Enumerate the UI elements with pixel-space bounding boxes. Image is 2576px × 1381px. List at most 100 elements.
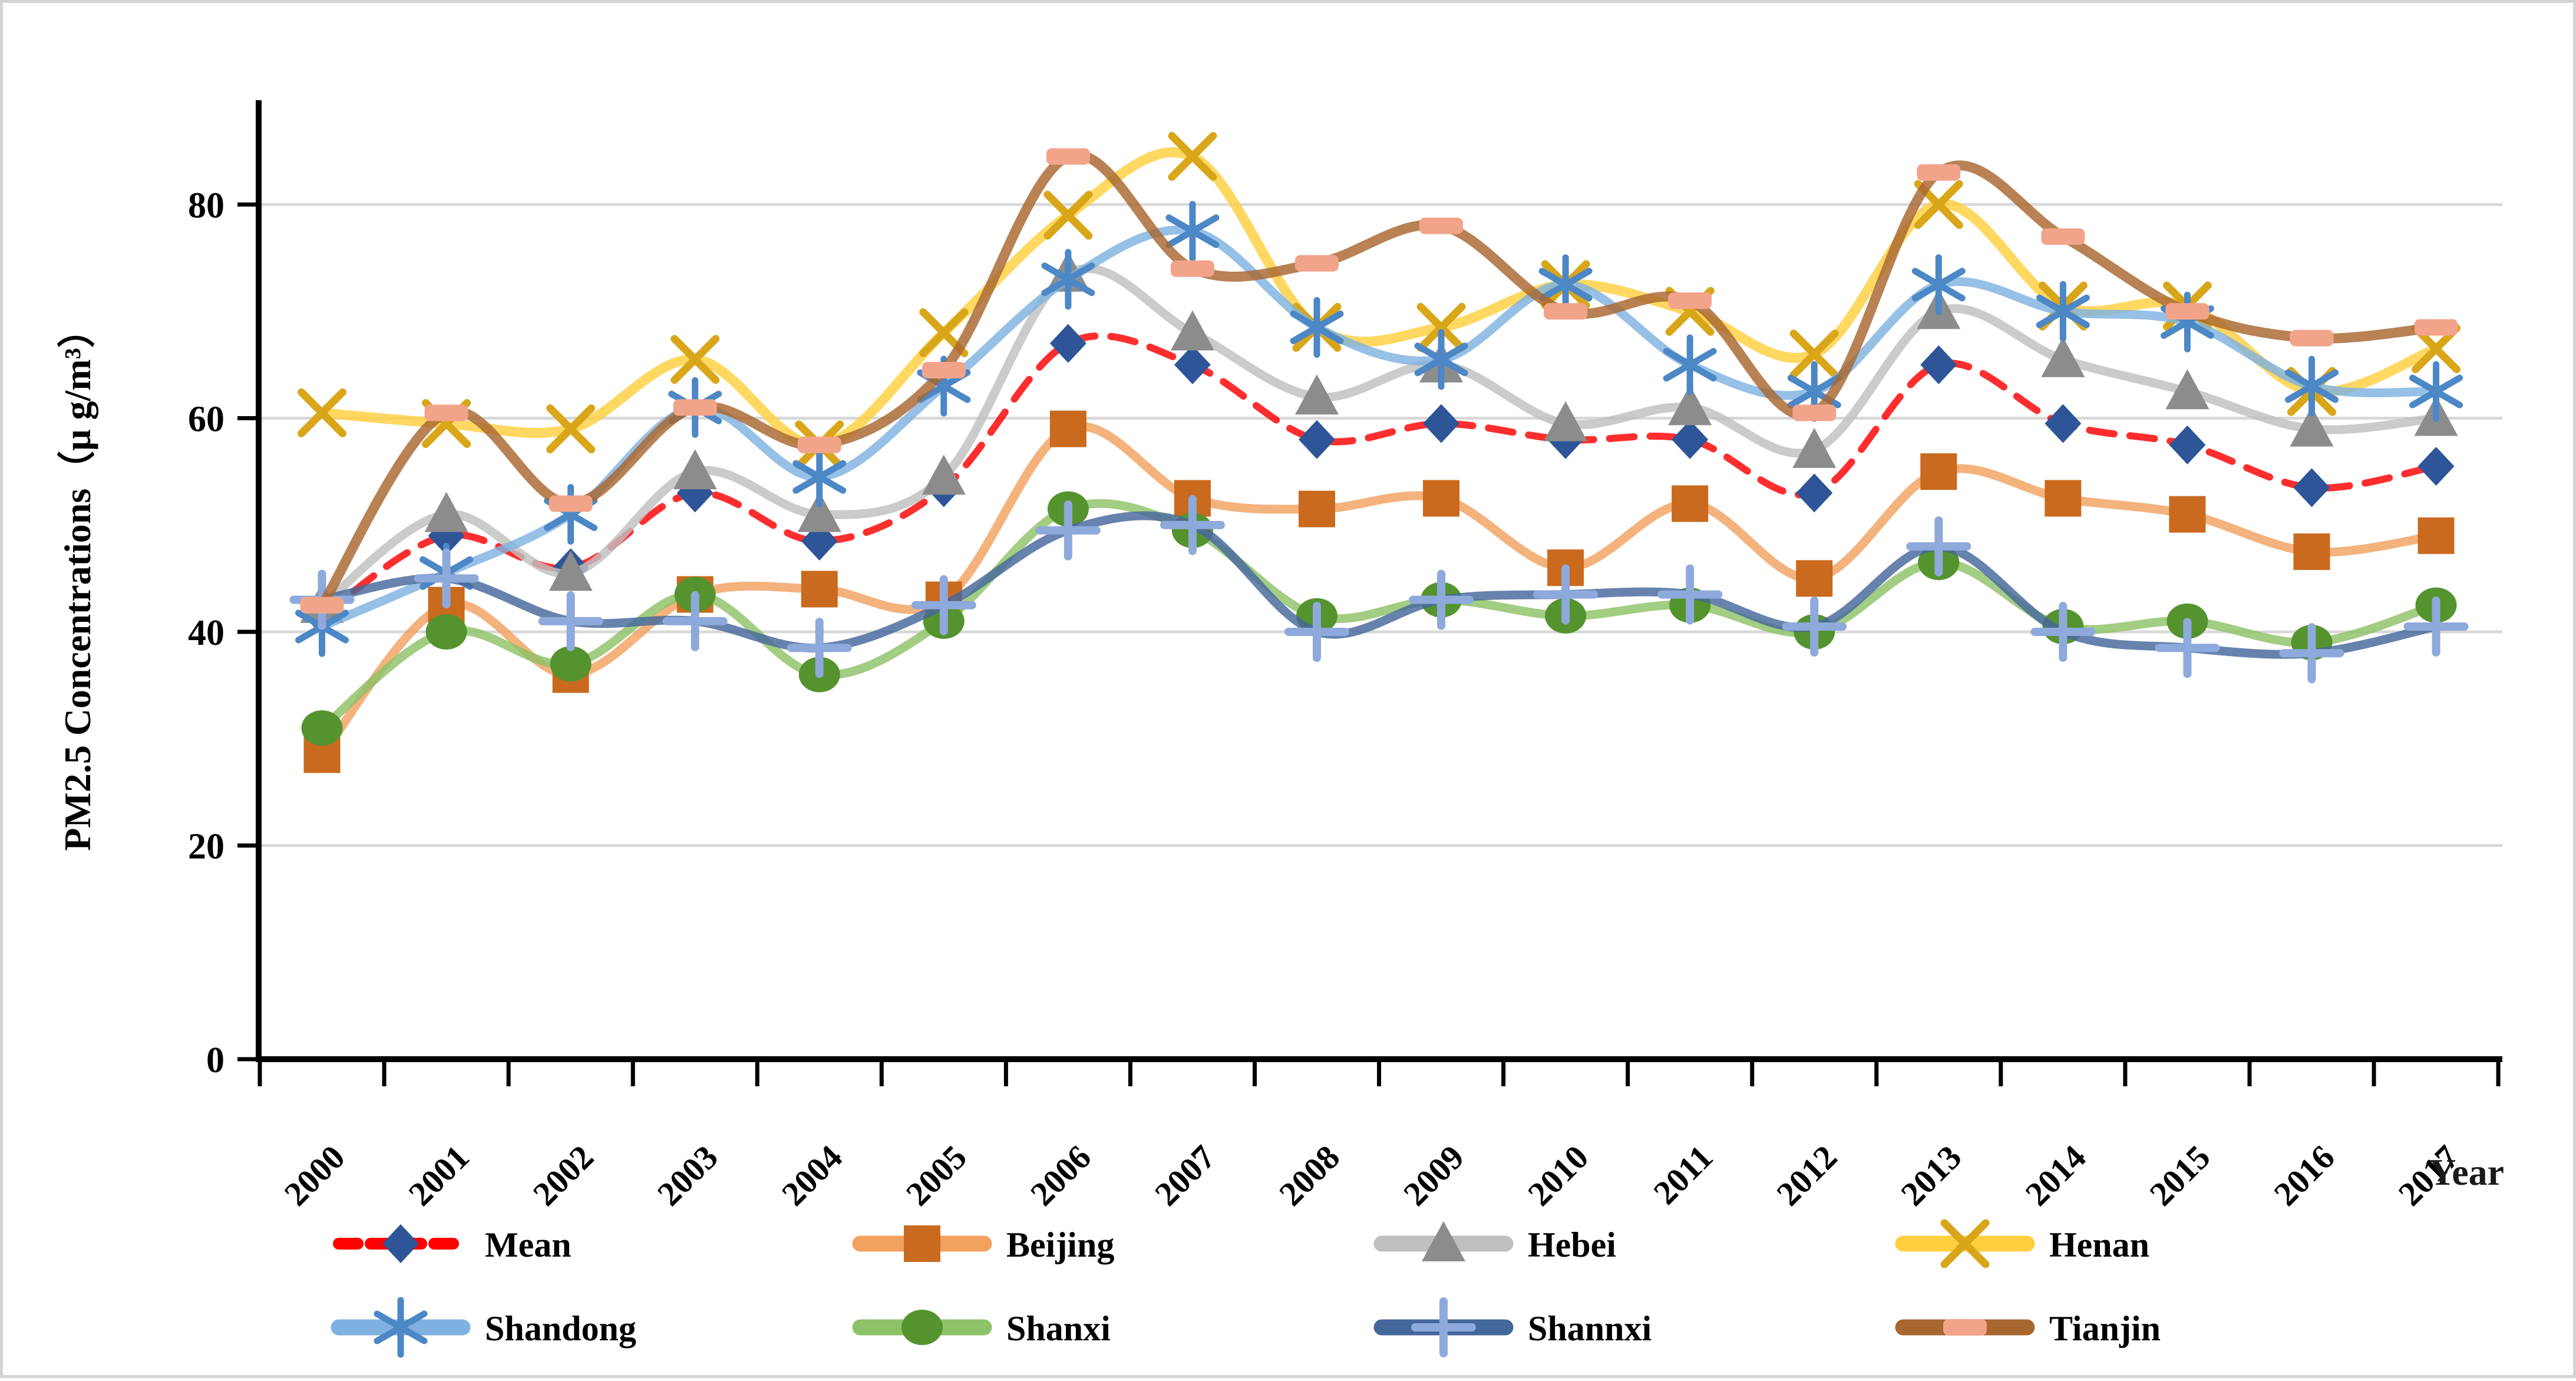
series-marker-tianjin-2010-glyph <box>1544 303 1588 320</box>
series-marker-tianjin-2009-glyph <box>1419 217 1464 235</box>
series-marker-tianjin-2000 <box>300 596 344 614</box>
legend-marker-hebei <box>1422 1221 1465 1261</box>
series-marker-hebei-2012 <box>1792 427 1837 468</box>
series-marker-mean-2011-glyph <box>1672 420 1709 459</box>
y-tick-label-80: 80 <box>188 186 224 226</box>
series-marker-henan-2002-glyph <box>546 404 596 454</box>
series-marker-shannxi-2007 <box>1160 495 1225 555</box>
series-marker-henan-2002 <box>546 404 596 454</box>
series-marker-tianjin-2015 <box>2165 303 2210 320</box>
series-marker-beijing-2006-glyph <box>1049 410 1086 447</box>
series-marker-tianjin-2014 <box>2041 228 2085 245</box>
series-marker-beijing-2014-glyph <box>2045 480 2082 517</box>
series-marker-mean-2016 <box>2293 468 2330 507</box>
series-line-tianjin <box>317 150 2442 611</box>
series-marker-beijing-2012 <box>1796 560 1833 597</box>
legend-marker-shandong-glyph <box>374 1297 428 1358</box>
series-marker-hebei-2010 <box>1544 401 1588 441</box>
series-marker-shannxi-2017 <box>2403 596 2469 657</box>
x-tick-label-2013: 2013 <box>1893 1138 1969 1213</box>
x-tick-label-2010: 2010 <box>1520 1138 1596 1213</box>
series-marker-mean-2009-glyph <box>1423 404 1460 443</box>
series-marker-shannxi-2011-glyph <box>1657 564 1723 625</box>
series-marker-henan-2006-glyph <box>1043 190 1093 240</box>
series-marker-mean-2007 <box>1174 345 1211 384</box>
series-marker-tianjin-2006 <box>1046 148 1090 165</box>
series-marker-tianjin-2008 <box>1294 255 1339 272</box>
series-marker-tianjin-2016 <box>2290 329 2334 347</box>
series-marker-hebei-2015 <box>2165 369 2210 410</box>
series-marker-tianjin-2009 <box>1419 217 1464 235</box>
series-marker-shannxi-2012-glyph <box>1782 596 1847 657</box>
x-tick-label-2008: 2008 <box>1272 1138 1347 1213</box>
series-marker-tianjin-2004-glyph <box>797 436 841 453</box>
series-marker-henan-2003-glyph <box>671 335 720 384</box>
series-marker-shandong-2008-glyph <box>1290 296 1344 358</box>
series-marker-mean-2015-glyph <box>2169 425 2206 464</box>
series-marker-shandong-2009-glyph <box>1414 329 1468 390</box>
series-marker-henan-2012-glyph <box>1789 329 1839 379</box>
series-marker-tianjin-2017 <box>2414 319 2458 336</box>
series-marker-shannxi-2012 <box>1782 596 1847 657</box>
series-marker-shandong-2017-glyph <box>2409 361 2463 422</box>
series-marker-shannxi-2010 <box>1533 564 1599 625</box>
series-marker-shannxi-2009 <box>1409 569 1474 630</box>
series-marker-shannxi-2003-glyph <box>662 591 728 651</box>
series-marker-tianjin-2005-glyph <box>922 361 966 378</box>
series-marker-shandong-2007-glyph <box>1165 200 1220 262</box>
series-marker-mean-2017 <box>2418 447 2455 486</box>
legend-item-tianjin: Tianjin <box>1895 1309 2161 1348</box>
legend-marker-beijing-glyph <box>904 1225 940 1262</box>
legend-marker-shannxi <box>1411 1297 1476 1357</box>
series-marker-mean-2006-glyph <box>1049 324 1086 363</box>
series-marker-hebei-2012-glyph <box>1792 427 1837 468</box>
x-tick-label-2004: 2004 <box>774 1138 850 1213</box>
series-marker-shandong-2006-glyph <box>1041 249 1095 310</box>
series-marker-mean-2007-glyph <box>1174 345 1211 384</box>
series-marker-shannxi-2014-glyph <box>2030 602 2096 662</box>
series-marker-shanxi-2000 <box>301 710 343 746</box>
legend-label-mean: Mean <box>485 1225 572 1264</box>
series-marker-mean-2015 <box>2169 425 2206 464</box>
series-marker-shandong-2016-glyph <box>2284 355 2339 417</box>
legend-label-beijing: Beijing <box>1006 1225 1114 1264</box>
y-tick-label-40: 40 <box>188 613 224 653</box>
series-marker-beijing-2015 <box>2169 496 2206 533</box>
series-marker-mean-2012 <box>1796 473 1833 513</box>
legend-label-hebei: Hebei <box>1528 1225 1616 1264</box>
series-marker-shannxi-2002-glyph <box>538 591 603 651</box>
series-marker-shannxi-2014 <box>2030 602 2096 662</box>
series-marker-shandong-2011-glyph <box>1663 334 1717 395</box>
series-marker-shannxi-2007-glyph <box>1160 495 1225 555</box>
series-marker-tianjin-2003-glyph <box>673 399 717 416</box>
series-marker-shannxi-2003 <box>662 591 728 651</box>
series-marker-shannxi-2016 <box>2279 623 2344 684</box>
series-marker-tianjin-2002 <box>549 495 593 512</box>
series-marker-henan-2012 <box>1789 329 1839 379</box>
y-tick-label-0: 0 <box>206 1040 224 1080</box>
legend-item-shanxi: Shanxi <box>852 1309 1111 1348</box>
series-marker-henan-2009 <box>1416 302 1466 352</box>
series-marker-hebei-2011 <box>1668 385 1712 426</box>
series-marker-shanxi-2002-glyph <box>550 646 592 682</box>
series-marker-hebei-2003-glyph <box>673 449 717 490</box>
legend-label-shandong: Shandong <box>485 1309 636 1348</box>
series-marker-mean-2008-glyph <box>1298 420 1335 459</box>
legend-marker-henan <box>1940 1219 1990 1268</box>
x-tick-label-2007: 2007 <box>1147 1138 1223 1213</box>
series-marker-hebei-2008 <box>1294 374 1339 415</box>
series-marker-shanxi-2001-glyph <box>425 614 467 650</box>
series-marker-tianjin-2003 <box>673 399 717 416</box>
series-marker-shannxi-2004-glyph <box>787 618 852 678</box>
series-marker-beijing-2004 <box>801 571 838 608</box>
series-marker-beijing-2012-glyph <box>1796 560 1833 597</box>
series-marker-tianjin-2000-glyph <box>300 596 344 614</box>
x-axis-title: Year <box>2429 1151 2504 1193</box>
series-marker-shannxi-2006 <box>1035 500 1101 561</box>
series-marker-shannxi-2008 <box>1284 602 1349 662</box>
series-marker-hebei-2014 <box>2041 337 2085 377</box>
series-marker-shannxi-2013 <box>1906 516 1971 576</box>
legend-marker-tianjin <box>1943 1319 1987 1336</box>
series-marker-hebei-2003 <box>673 449 717 490</box>
legend-marker-henan-glyph <box>1940 1219 1990 1268</box>
